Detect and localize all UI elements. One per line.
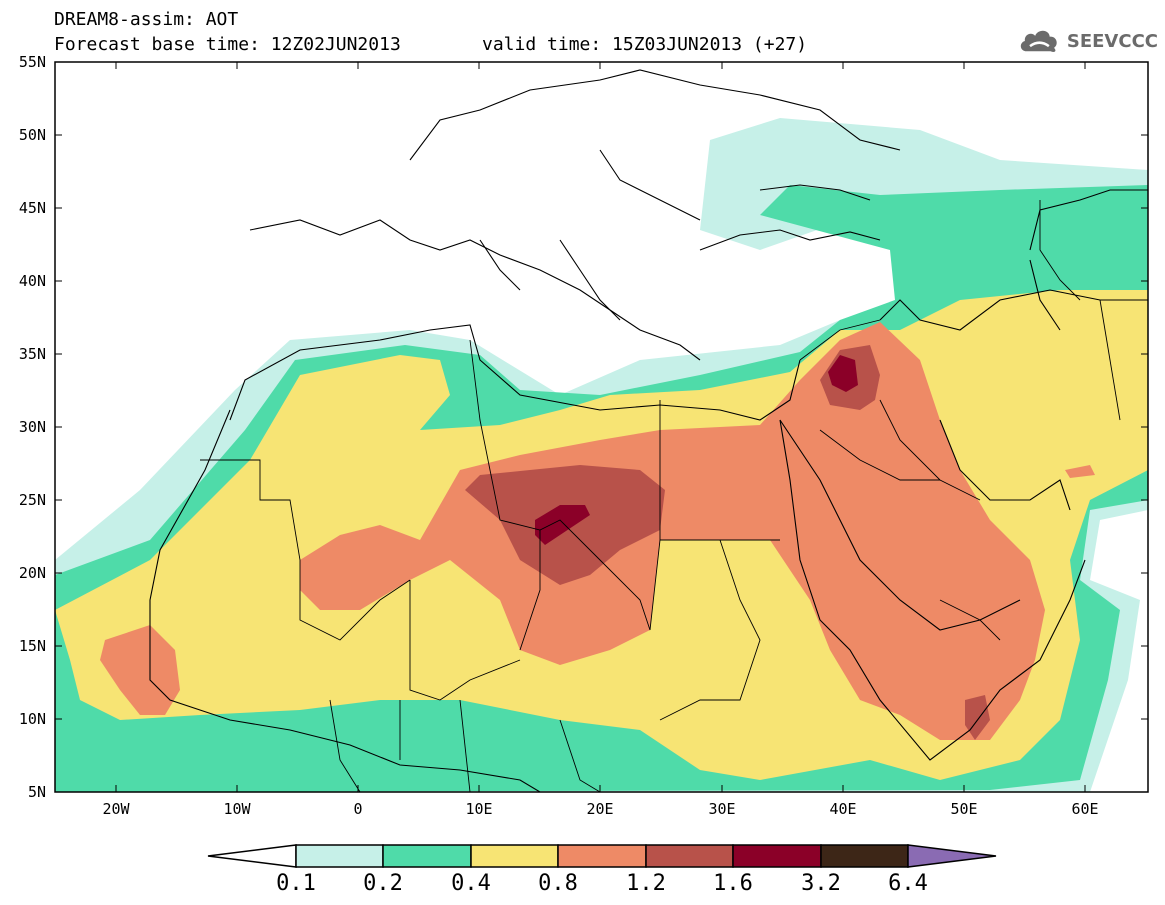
lon-ticks xyxy=(115,62,1086,792)
aot-band-1.6-iraq xyxy=(828,355,858,392)
lat-label: 5N xyxy=(27,783,46,801)
aot-band-0.8-oman xyxy=(1065,465,1095,478)
lon-label: 10E xyxy=(465,800,493,818)
lon-label: 30E xyxy=(708,800,736,818)
lat-label: 20N xyxy=(18,564,46,582)
colorbar-label: 3.2 xyxy=(801,871,841,896)
colorbar-over-arrow xyxy=(907,844,997,868)
valid-time-label: valid time: 15Z03JUN2013 (+27) xyxy=(482,34,808,55)
colorbar-label: 1.2 xyxy=(626,871,666,896)
lon-label: 0 xyxy=(353,800,363,818)
lat-label: 35N xyxy=(18,345,46,363)
lon-label: 60E xyxy=(1071,800,1099,818)
colorbar-under-arrow xyxy=(207,844,297,868)
colorbar-swatch-0.1 xyxy=(295,844,384,868)
lat-label: 15N xyxy=(18,637,46,655)
lat-label: 50N xyxy=(18,126,46,144)
lon-label: 50E xyxy=(950,800,978,818)
logo-text: SEEVCCC xyxy=(1066,30,1158,52)
colorbar-swatch-1.2 xyxy=(645,844,734,868)
lat-label: 45N xyxy=(18,199,46,217)
lon-label: 10W xyxy=(223,800,251,818)
seevccc-logo: SEEVCCC xyxy=(1018,24,1158,58)
country-borders xyxy=(200,200,1121,792)
lon-label: 40E xyxy=(829,800,857,818)
cloud-icon xyxy=(1020,30,1057,52)
aot-band-0.8-senegal xyxy=(100,625,180,715)
lat-ticks xyxy=(55,61,1148,720)
colorbar-label: 1.6 xyxy=(713,871,753,896)
aot-contours xyxy=(55,118,1148,792)
colorbar xyxy=(207,844,997,868)
colorbar-swatch-0.8 xyxy=(557,844,647,868)
base-time-label: Forecast base time: 12Z02JUN2013 xyxy=(54,34,401,55)
lat-label: 40N xyxy=(18,272,46,290)
lon-label: 20E xyxy=(586,800,614,818)
colorbar-label: 0.1 xyxy=(276,871,316,896)
aot-band-0.8-main xyxy=(300,322,1045,740)
lon-label: 20W xyxy=(102,800,130,818)
colorbar-label: 0.8 xyxy=(538,871,578,896)
colorbar-swatch-1.6 xyxy=(732,844,822,868)
lat-label: 10N xyxy=(18,710,46,728)
colorbar-swatch-0.4 xyxy=(470,844,559,868)
aot-band-1.6-sahara xyxy=(535,505,590,545)
colorbar-swatch-3.2 xyxy=(820,844,909,868)
lat-label: 30N xyxy=(18,418,46,436)
colorbar-label: 6.4 xyxy=(888,871,928,896)
colorbar-label: 0.2 xyxy=(363,871,403,896)
lat-label: 55N xyxy=(18,53,46,71)
colorbar-swatch-0.2 xyxy=(382,844,472,868)
coastlines xyxy=(149,69,1148,792)
colorbar-label: 0.4 xyxy=(451,871,491,896)
lat-label: 25N xyxy=(18,491,46,509)
map-title: DREAM8-assim: AOT xyxy=(54,9,239,30)
